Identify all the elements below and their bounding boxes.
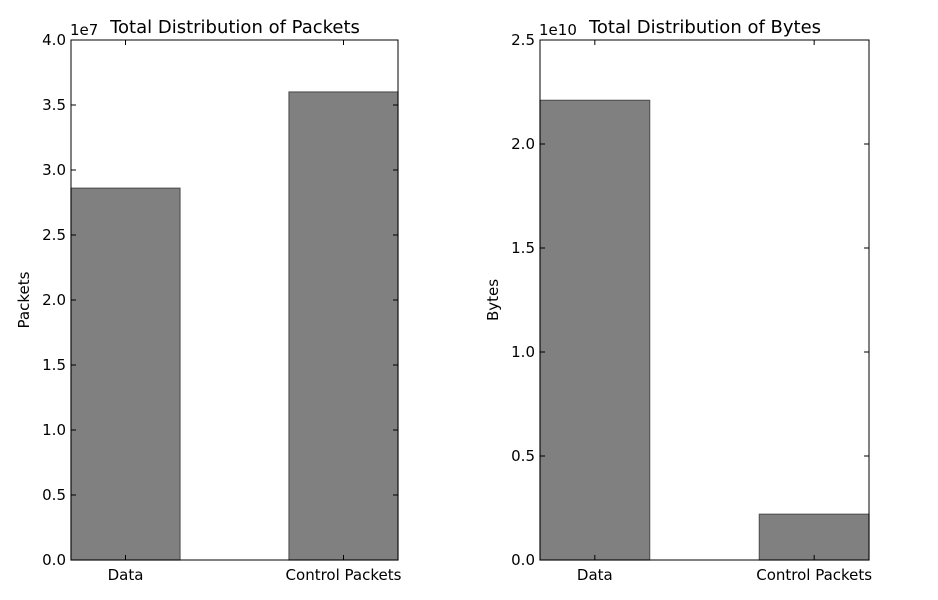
y-tick-label: 2.0 [511,135,535,153]
y-axis-ticks: 0.0 0.5 1.0 1.5 2.0 2.5 [511,31,869,569]
y-tick-label: 2.5 [511,31,535,49]
y-axis-offset-label: 1e10 [539,21,577,39]
x-tick-label: Data [577,566,613,584]
y-tick-label: 3.5 [42,96,66,114]
bar-group [70,91,399,561]
y-axis-ticks: 0.0 0.5 1.0 1.5 2.0 2.5 3.0 3.5 4.0 [42,31,398,569]
bar-control-packets [288,91,399,561]
bar-group [539,99,870,561]
y-tick-label: 0.0 [511,551,535,569]
bar-control-packets [758,513,870,561]
bytes-chart: Total Distribution of Bytes 1e10 Bytes 0… [484,17,872,584]
x-tick-label: Data [108,566,144,584]
y-axis-offset-label: 1e7 [70,21,98,39]
y-tick-label: 0.5 [511,447,535,465]
y-tick-label: 2.5 [42,226,66,244]
y-axis-label: Bytes [484,279,502,321]
y-tick-label: 4.0 [42,31,66,49]
packets-chart: Total Distribution of Packets 1e7 Packet… [15,17,402,584]
x-tick-label: Control Packets [286,566,402,584]
x-tick-label: Control Packets [756,566,872,584]
chart-title: Total Distribution of Packets [109,17,360,38]
bar-data [70,187,181,561]
bar-data [539,99,651,561]
y-tick-label: 2.0 [42,291,66,309]
x-axis-ticks: Data Control Packets [577,40,872,584]
x-axis-ticks: Data Control Packets [108,40,402,584]
y-tick-label: 1.0 [42,421,66,439]
y-tick-label: 0.0 [42,551,66,569]
plot-frame [70,39,399,561]
y-axis-label: Packets [15,271,33,328]
y-tick-label: 1.5 [42,356,66,374]
y-tick-label: 1.5 [511,239,535,257]
chart-title: Total Distribution of Bytes [588,17,821,38]
y-tick-label: 1.0 [511,343,535,361]
y-tick-label: 3.0 [42,161,66,179]
y-tick-label: 0.5 [42,486,66,504]
plot-frame [539,39,870,561]
